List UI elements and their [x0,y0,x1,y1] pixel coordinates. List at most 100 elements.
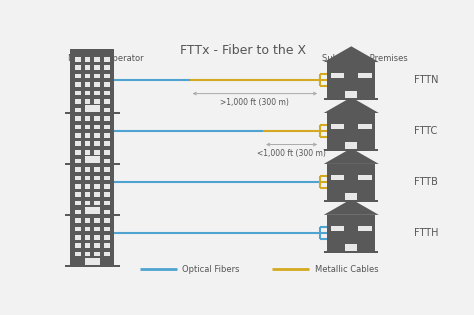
Bar [104,175,110,180]
Bar [75,175,81,180]
Bar [94,82,100,87]
Bar [94,125,100,129]
Bar [346,193,357,200]
Bar [94,65,100,70]
Bar [84,159,91,163]
Bar [104,243,110,248]
Bar [328,62,375,98]
Bar [75,226,81,231]
Bar [65,265,120,267]
Bar [94,226,100,231]
Bar [75,150,81,155]
Bar [75,82,81,87]
Bar [84,82,91,87]
Text: Metallic Cables: Metallic Cables [315,265,378,274]
Bar [94,235,100,240]
Polygon shape [324,148,379,164]
Text: FTTH: FTTH [414,228,438,238]
Bar [358,124,372,129]
Bar [358,226,372,231]
Bar [75,243,81,248]
Bar [94,175,100,180]
Bar [94,159,100,163]
Bar [94,218,100,223]
Bar [75,235,81,240]
Text: FTTB: FTTB [414,177,438,187]
Bar [84,201,91,205]
Bar [104,57,110,61]
Bar [104,141,110,146]
Bar [84,218,91,223]
Bar [65,112,120,114]
Polygon shape [324,199,379,215]
Bar [94,192,100,197]
Bar [94,99,100,104]
Bar [75,252,81,256]
Bar [75,159,81,163]
Text: <1,000 ft (300 m): <1,000 ft (300 m) [257,149,326,158]
Bar [104,192,110,197]
Bar [70,49,114,112]
Bar [325,251,378,253]
Polygon shape [324,97,379,113]
Bar [104,90,110,95]
Bar [75,133,81,138]
Bar [94,167,100,172]
Bar [75,116,81,121]
Bar [346,91,357,98]
Bar [104,201,110,205]
Bar [104,150,110,155]
Bar [94,141,100,146]
Bar [94,108,100,112]
Bar [358,73,372,78]
Bar [84,243,91,248]
Bar [104,82,110,87]
Bar [104,125,110,129]
Bar [104,65,110,70]
Bar [75,184,81,189]
Bar [331,124,344,129]
Bar [104,226,110,231]
Bar [84,141,91,146]
Bar [70,202,114,265]
Bar [84,74,91,78]
Bar [75,90,81,95]
Bar [75,192,81,197]
Bar [325,149,378,151]
Text: FTTN: FTTN [414,75,438,85]
Bar [84,235,91,240]
Bar [84,125,91,129]
Bar [104,74,110,78]
Bar [70,100,114,163]
Bar [94,243,100,248]
Bar [104,210,110,214]
Bar [75,99,81,104]
Bar [104,218,110,223]
Bar [328,164,375,200]
Bar [94,57,100,61]
Bar [84,210,91,214]
Bar [75,218,81,223]
Bar [94,201,100,205]
Bar [104,252,110,256]
Bar [84,252,91,256]
Bar [94,252,100,256]
Polygon shape [324,46,379,62]
Bar [75,125,81,129]
Bar [104,184,110,189]
Bar [65,214,120,216]
Text: FTTC: FTTC [414,126,437,136]
Bar [84,175,91,180]
Bar [84,116,91,121]
Bar [75,57,81,61]
Bar [94,133,100,138]
Text: >1,000 ft (300 m): >1,000 ft (300 m) [220,98,289,107]
Bar [94,184,100,189]
Bar [104,108,110,112]
Bar [94,116,100,121]
Bar [75,210,81,214]
Bar [358,175,372,180]
Bar [94,74,100,78]
Bar [94,150,100,155]
Bar [84,207,100,214]
